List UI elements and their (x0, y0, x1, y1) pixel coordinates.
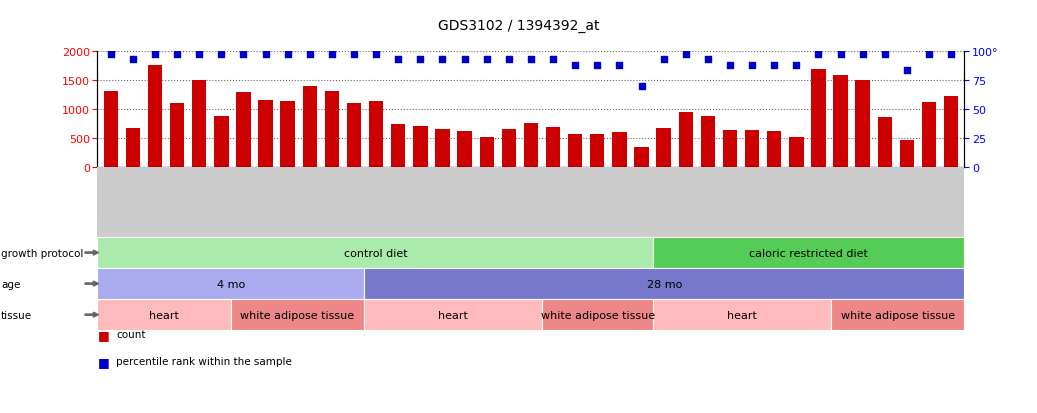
Text: white adipose tissue: white adipose tissue (241, 310, 355, 320)
Bar (125, 128, 140, 167)
Bar (811, 70, 825, 167)
Text: caloric restricted diet: caloric restricted diet (750, 248, 868, 258)
Bar (568, 134, 583, 167)
Bar (280, 101, 295, 167)
Point (191, 52, 207, 58)
Point (921, 52, 937, 58)
Bar (635, 147, 649, 167)
Bar (502, 130, 516, 167)
Bar (789, 137, 804, 167)
Bar (922, 103, 936, 167)
Point (899, 68, 916, 75)
Point (412, 57, 428, 63)
Point (103, 52, 119, 58)
Point (722, 62, 738, 69)
Bar (236, 93, 251, 167)
Bar (258, 101, 273, 167)
Point (302, 52, 318, 58)
Text: count: count (116, 330, 145, 339)
Point (655, 57, 672, 63)
Bar (944, 97, 958, 167)
Bar (900, 141, 914, 167)
Text: heart: heart (727, 310, 757, 320)
Point (589, 62, 606, 69)
Point (833, 52, 849, 58)
Text: heart: heart (149, 310, 179, 320)
Bar (346, 104, 361, 167)
Point (213, 52, 229, 58)
Point (390, 57, 407, 63)
Point (345, 52, 362, 58)
Bar (834, 75, 848, 167)
Text: control diet: control diet (343, 248, 408, 258)
Bar (391, 124, 405, 167)
Point (943, 52, 959, 58)
Bar (413, 126, 427, 167)
Bar (524, 124, 538, 167)
Point (611, 62, 627, 69)
Point (544, 57, 561, 63)
Point (744, 62, 760, 69)
Text: heart: heart (439, 310, 468, 320)
Point (169, 52, 186, 58)
Text: tissue: tissue (1, 310, 32, 320)
Bar (479, 137, 494, 167)
Point (235, 52, 252, 58)
Point (677, 52, 694, 58)
Point (700, 57, 717, 63)
Point (478, 57, 495, 63)
Text: ■: ■ (97, 355, 109, 368)
Bar (214, 116, 228, 167)
Point (435, 57, 451, 63)
Point (810, 52, 826, 58)
Bar (745, 130, 759, 167)
Bar (545, 127, 560, 167)
Bar (170, 104, 185, 167)
Point (257, 52, 274, 58)
Bar (369, 102, 384, 167)
Text: 4 mo: 4 mo (217, 279, 245, 289)
Text: percentile rank within the sample: percentile rank within the sample (116, 356, 292, 366)
Text: GDS3102 / 1394392_at: GDS3102 / 1394392_at (438, 19, 599, 33)
Bar (590, 134, 605, 167)
Point (788, 62, 805, 69)
Bar (612, 133, 626, 167)
Point (501, 57, 517, 63)
Text: white adipose tissue: white adipose tissue (540, 310, 654, 320)
Bar (767, 131, 782, 167)
Bar (457, 131, 472, 167)
Text: white adipose tissue: white adipose tissue (841, 310, 955, 320)
Bar (856, 81, 870, 167)
Point (324, 52, 340, 58)
Bar (303, 87, 317, 167)
Bar (148, 66, 162, 167)
Bar (701, 117, 716, 167)
Bar (325, 92, 339, 167)
Point (634, 83, 650, 90)
Point (146, 52, 163, 58)
Text: age: age (1, 279, 21, 289)
Point (766, 62, 783, 69)
Point (567, 62, 584, 69)
Bar (723, 130, 737, 167)
Point (854, 52, 871, 58)
Bar (678, 112, 693, 167)
Point (523, 57, 539, 63)
Bar (877, 118, 892, 167)
Text: growth protocol: growth protocol (1, 248, 83, 258)
Point (279, 52, 296, 58)
Point (456, 57, 473, 63)
Point (876, 52, 893, 58)
Text: ■: ■ (97, 328, 109, 341)
Bar (656, 128, 671, 167)
Point (368, 52, 385, 58)
Text: 28 mo: 28 mo (647, 279, 682, 289)
Bar (104, 92, 118, 167)
Bar (192, 81, 206, 167)
Point (124, 57, 141, 63)
Bar (436, 130, 450, 167)
